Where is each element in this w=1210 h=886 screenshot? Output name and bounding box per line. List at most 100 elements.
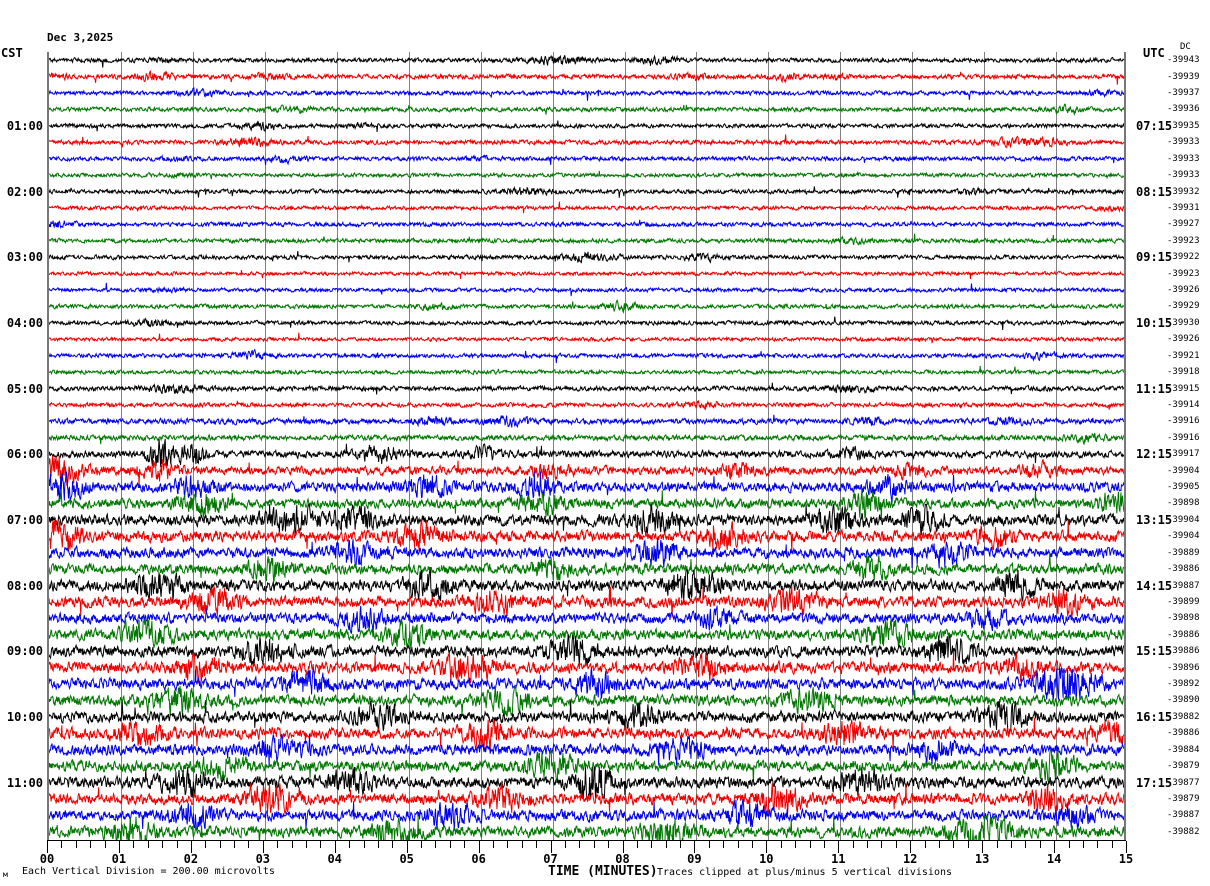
left-hour-label-0100: 01:00 [6,118,43,133]
seismic-trace [49,155,1124,165]
seismic-trace [49,251,1124,263]
grid-line-minute-09 [696,52,698,840]
dc-value-label: -39889 [1167,547,1200,558]
seismic-trace [49,383,1124,395]
left-hour-label-1000: 10:00 [6,709,43,724]
grid-line-minute-02 [192,52,194,840]
left-hour-label-1100: 11:00 [6,775,43,790]
x-tick-minor [521,841,523,848]
dc-value-label: -39914 [1167,399,1200,410]
dc-value-label: -39877 [1167,777,1200,788]
x-tick-minor [953,841,955,848]
x-tick-minor [363,841,365,848]
dc-value-label: -39905 [1167,482,1200,493]
x-tick-minor [809,841,811,848]
dc-value-label: -39904 [1167,465,1200,476]
dc-value-label: -39932 [1167,186,1200,197]
x-tick-minor [795,841,797,848]
x-tick-minor [881,841,883,848]
seismic-trace [49,283,1124,296]
x-tick-major [982,841,984,853]
x-tick-label-07: 07 [543,852,558,866]
x-tick-minor [421,841,423,848]
x-tick-minor [867,841,868,848]
x-tick-minor [435,841,437,848]
x-tick-minor [924,841,926,848]
seismic-trace [49,350,1124,363]
seismic-trace [49,490,1124,519]
dc-value-label: -39918 [1167,367,1200,378]
dc-value-label: -39923 [1167,235,1200,246]
dc-value-label: -39904 [1167,514,1200,525]
seismic-trace [49,366,1124,375]
x-tick-minor [162,841,164,848]
x-tick-minor [1010,841,1012,848]
x-tick-minor [608,841,610,848]
footer-clip-note: Traces clipped at plus/minus 5 vertical … [657,867,953,878]
seismic-trace [49,636,1124,666]
left-hour-label-0900: 09:00 [6,644,43,659]
dc-value-label: -39886 [1167,728,1200,739]
x-tick-label-11: 11 [831,852,846,866]
seismic-trace [49,134,1124,147]
dc-value-label: -39926 [1167,285,1200,296]
dc-value-label: -39882 [1167,711,1200,722]
x-tick-minor [1068,841,1070,848]
x-tick-minor [967,841,969,848]
dc-value-label: -39886 [1167,629,1200,640]
dc-value-label: -39931 [1167,202,1200,213]
x-tick-minor [579,841,581,848]
right-hour-label-1215: 12:15 [1136,447,1173,462]
left-hour-label-0800: 08:00 [6,578,43,593]
x-tick-minor [306,841,307,848]
x-tick-minor [780,841,782,848]
dc-value-label: -39939 [1167,71,1200,82]
seismic-trace [49,586,1124,617]
x-tick-minor [823,841,825,848]
dc-value-label: -39936 [1167,104,1200,115]
x-tick-label-01: 01 [111,852,127,866]
left-hour-label-0400: 04:00 [6,315,43,330]
dc-value-label: -39926 [1167,334,1200,345]
dc-value-label: -39890 [1167,695,1200,706]
dc-value-label: -39892 [1167,679,1200,690]
x-tick-major [1126,841,1127,853]
seismic-trace [49,300,1124,312]
grid-layer [49,52,1124,840]
x-tick-minor [133,841,135,848]
dc-value-label: -39927 [1167,219,1200,230]
x-tick-minor [1111,841,1113,848]
seismic-trace [49,537,1124,568]
x-tick-major [334,841,336,853]
x-tick-label-02: 02 [183,852,199,866]
x-tick-minor [895,841,897,848]
seismic-trace [49,521,1124,552]
dc-column-header: DC [1180,42,1191,52]
dc-value-label: -39916 [1167,416,1200,427]
x-tick-minor [708,841,710,848]
x-tick-minor [636,841,638,848]
grid-line-minute-07 [552,52,554,840]
seismic-trace [49,270,1124,279]
grid-line-minute-14 [1056,52,1058,840]
seismic-trace [49,554,1124,582]
right-hour-label-1615: 16:15 [1136,709,1173,724]
x-tick-minor [277,841,279,848]
seismic-trace [49,570,1124,601]
dc-value-label: -39904 [1167,531,1200,542]
dc-value-label: -39915 [1167,383,1200,394]
x-tick-minor [147,841,149,848]
dc-value-label: -39898 [1167,498,1200,509]
x-tick-major [694,841,696,853]
seismic-trace [49,71,1124,85]
footer-m-marker: м [3,870,8,879]
dc-value-label: -39923 [1167,268,1200,279]
grid-line-minute-12 [912,52,914,840]
x-tick-minor [248,841,250,848]
x-tick-major [766,841,768,853]
x-tick-minor [593,841,595,848]
x-axis-title: TIME (MINUTES) [548,864,658,879]
x-tick-minor [205,841,207,848]
x-tick-minor [680,841,681,848]
x-tick-minor [449,841,451,848]
